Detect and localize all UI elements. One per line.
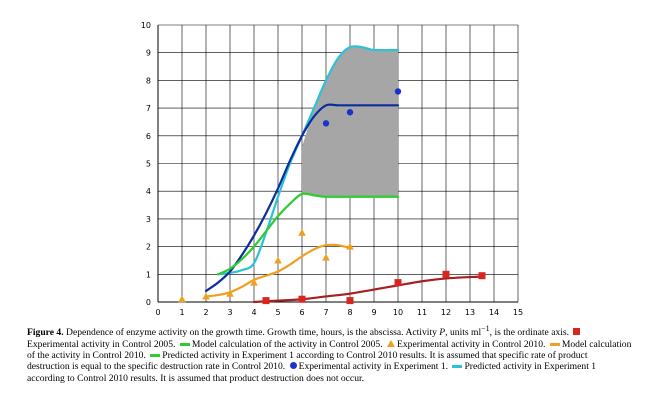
legend-text-predicted-1: Predicted activity in Experiment 1 accor… <box>162 350 428 361</box>
y-tick-label: 8 <box>146 76 151 85</box>
series-line <box>216 192 400 276</box>
data-point-square <box>442 270 450 278</box>
legend-text-model-2010: Model calculation of the activity in Con… <box>27 338 632 361</box>
x-tick-label: 1 <box>179 308 184 317</box>
x-tick-label: 2 <box>203 308 208 317</box>
green-line-icon-2 <box>150 354 161 357</box>
y-tick-label: 1 <box>146 270 151 279</box>
data-point-triangle <box>226 289 234 297</box>
caption-text-2: , units ml <box>445 327 482 339</box>
data-point-triangle <box>322 253 330 261</box>
legend-text-exp-2010: Experimental activity in Control 2010. <box>397 338 546 350</box>
series-line <box>252 275 484 304</box>
x-tick-label: 11 <box>417 308 427 317</box>
y-tick-label: 7 <box>146 104 151 113</box>
y-tick-label: 5 <box>146 160 151 169</box>
legend-text-model-2005: Model calculation of the activity in Con… <box>191 338 383 350</box>
data-point-circle <box>322 120 330 127</box>
x-tick-label: 15 <box>513 308 523 317</box>
red-square-icon <box>573 328 581 336</box>
data-point-square <box>262 297 270 305</box>
cyan-line-icon <box>452 365 463 369</box>
y-tick-label: 9 <box>146 49 151 58</box>
data-point-circle <box>394 88 402 95</box>
data-point-square <box>394 279 402 287</box>
activity-symbol: P <box>439 327 446 339</box>
orange-line-icon <box>549 342 560 346</box>
y-tick-label: 6 <box>146 132 151 141</box>
x-tick-label: 6 <box>299 308 304 317</box>
data-point-triangle <box>346 242 354 250</box>
data-point-square <box>346 297 354 305</box>
y-tick-label: 2 <box>146 243 151 252</box>
y-tick-label: 10 <box>141 21 151 30</box>
data-point-square <box>298 295 306 303</box>
orange-triangle-icon <box>387 339 396 347</box>
caption-note-destruction: It is assumed that specific rate of prod… <box>27 350 588 373</box>
x-tick-label: 9 <box>371 308 376 317</box>
x-tick-label: 3 <box>227 308 232 317</box>
data-point-triangle <box>202 292 210 300</box>
data-point-circle <box>346 109 354 116</box>
x-tick-label: 4 <box>251 308 256 317</box>
shaded-band <box>302 47 398 197</box>
data-point-triangle <box>250 278 258 286</box>
y-tick-label: 3 <box>146 215 151 224</box>
x-tick-label: 0 <box>155 308 160 317</box>
data-point-triangle <box>298 228 306 236</box>
caption-text-3: , is the ordinate axis. <box>489 327 570 339</box>
x-tick-label: 12 <box>441 308 451 317</box>
legend-text-predicted-no-destruction: Predicted activity in Experiment 1 accor… <box>27 361 597 384</box>
data-point-triangle <box>274 256 282 264</box>
x-tick-label: 5 <box>275 308 280 317</box>
x-tick-label: 7 <box>323 308 328 317</box>
legend-text-exp-2005: Experimental activity in Control 2005. <box>27 338 176 350</box>
x-tick-label: 13 <box>465 308 475 317</box>
y-tick-label: 4 <box>146 187 151 196</box>
unit-exponent: −1 <box>481 324 490 333</box>
data-point-triangle <box>178 295 186 303</box>
figure-caption: Figure 4. Dependence of enzyme activity … <box>27 323 632 384</box>
y-tick-label: 0 <box>146 298 151 307</box>
figure-label: Figure 4. <box>27 327 64 339</box>
caption-text-1: Dependence of enzyme activity on the gro… <box>66 327 440 339</box>
x-tick-label: 8 <box>347 308 352 317</box>
green-line-icon <box>179 342 190 346</box>
x-tick-label: 10 <box>393 308 403 317</box>
data-point-square <box>478 272 486 280</box>
x-tick-label: 14 <box>489 308 499 317</box>
legend-text-exp-1: Experimental activity in Experiment 1. <box>298 361 449 373</box>
blue-dot-icon <box>289 362 297 370</box>
